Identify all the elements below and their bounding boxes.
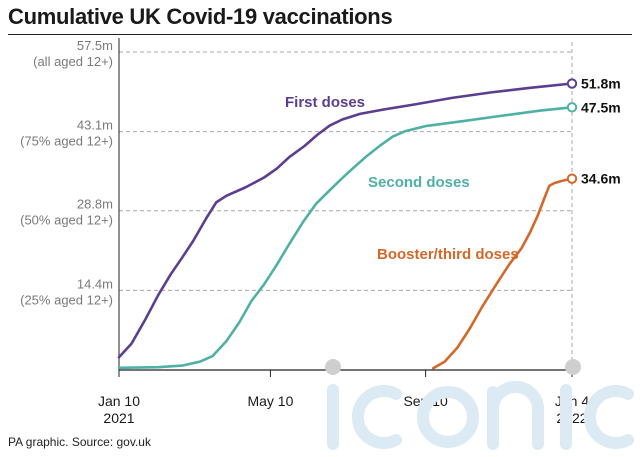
watermark-dot (565, 359, 581, 375)
series-name-label: Booster/third doses (377, 246, 519, 263)
x-tick-label: May 10 (247, 393, 293, 409)
series-line-2 (431, 177, 574, 370)
series-line-1 (117, 106, 574, 370)
y-tick-label: 14.4m (77, 276, 113, 291)
watermark-dot (325, 359, 341, 375)
y-tick-sublabel: (25% aged 12+) (20, 292, 113, 307)
watermark-stroke (351, 385, 402, 449)
series-line-0 (117, 82, 574, 359)
series-layer (117, 78, 578, 370)
line-chart: 14.4m(25% aged 12+) 28.8m(50% aged 12+) 43… (20, 38, 621, 426)
y-tick-label: 43.1m (77, 118, 113, 133)
series-end-marker (566, 102, 578, 113)
series-name-label: Second doses (368, 174, 470, 191)
watermark-logo: iconic (325, 359, 634, 450)
y-tick-label: 28.8m (77, 197, 113, 212)
watermark-stroke (417, 386, 479, 448)
label-layer: 51.8m 47.5m 34.6m First doses Second doses Bo… (285, 76, 621, 263)
series-end-marker (566, 173, 578, 184)
x-tick-label: Jan 10 (98, 393, 140, 409)
watermark-stroke (583, 385, 634, 449)
chart-title: Cumulative UK Covid-19 vaccinations (8, 4, 393, 29)
series-end-value: 51.8m (581, 76, 621, 92)
x-tick-sublabel: 2021 (103, 410, 134, 426)
source-note: PA graphic. Source: gov.uk (8, 435, 151, 449)
watermark-stroke (487, 380, 545, 450)
series-end-value: 34.6m (581, 171, 621, 187)
series-end-value: 47.5m (581, 99, 621, 115)
series-end-marker (566, 78, 578, 89)
y-tick-sublabel: (50% aged 12+) (20, 213, 113, 228)
y-tick-label: 57.5m (77, 38, 113, 53)
grid-layer (119, 42, 573, 370)
y-tick-sublabel: (75% aged 12+) (20, 134, 113, 149)
series-name-label: First doses (285, 94, 365, 111)
y-tick-sublabel: (all aged 12+) (33, 54, 113, 69)
title-rule (8, 34, 632, 35)
